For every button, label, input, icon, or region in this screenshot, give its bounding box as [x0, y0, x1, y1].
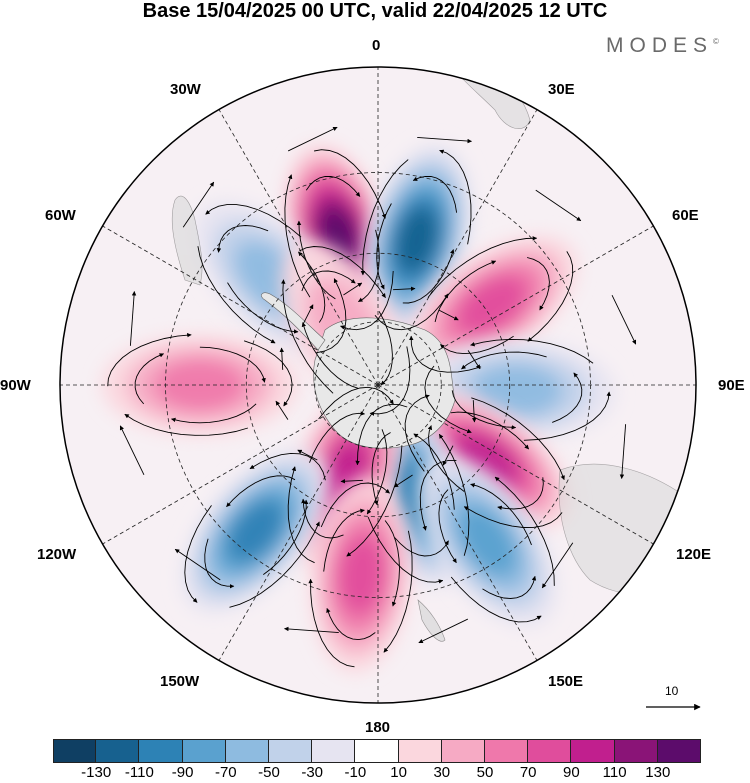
map-title: Base 15/04/2025 00 UTC, valid 22/04/2025… — [142, 0, 608, 22]
brand-name: MODES — [606, 34, 714, 57]
colorbar-tick-label: 90 — [563, 764, 580, 781]
colorbar-swatch — [398, 739, 442, 763]
antarctica — [313, 317, 456, 449]
colorbar-tick-label: 130 — [645, 764, 671, 781]
reference-vector-label: 10 — [665, 684, 679, 698]
south-america-tip — [171, 195, 203, 286]
colorbar-tick-label: 70 — [519, 764, 537, 781]
colorbar-frame — [53, 739, 701, 763]
label-lon-150w: 150W — [160, 673, 200, 690]
label-lon-0: 0 — [372, 37, 381, 54]
colorbar-swatch — [657, 739, 701, 763]
negative-anomaly-12 — [417, 455, 557, 627]
label-lon-90w: 90W — [0, 377, 31, 394]
brand-logo: MODES© — [606, 34, 719, 58]
label-lon-30w: 30W — [170, 81, 201, 98]
colorbar-tick-label: -110 — [124, 764, 154, 781]
colorbar-swatch — [441, 739, 485, 763]
label-lon-30e: 30E — [548, 81, 575, 98]
colorbar-swatch — [528, 739, 572, 763]
colorbar-swatch — [614, 739, 658, 763]
wind-streamlines — [107, 126, 637, 668]
colorbar-swatch — [571, 739, 615, 763]
colorbar-tick-label: -10 — [344, 764, 367, 781]
label-lon-180: 180 — [365, 719, 391, 736]
colorbar-swatch — [269, 739, 313, 763]
label-lon-60e: 60E — [672, 207, 699, 224]
colorbar-swatch — [312, 739, 356, 763]
negative-anomaly-1 — [362, 144, 472, 336]
label-lon-120w: 120W — [37, 546, 77, 563]
colorbar-swatch — [139, 739, 183, 763]
colorbar-tick-label: -30 — [301, 764, 324, 781]
map-border — [59, 66, 697, 704]
label-lon-60w: 60W — [45, 207, 76, 224]
colorbar-tick-label: -70 — [214, 764, 237, 781]
colorbar-swatch — [182, 739, 226, 763]
positive-anomaly-2 — [406, 235, 578, 375]
colorbar-swatch — [355, 739, 399, 763]
colorbar-tick-label: 110 — [602, 764, 627, 781]
label-lon-150e: 150E — [548, 673, 584, 690]
colorbar-tick-label: 10 — [390, 764, 407, 781]
colorbar-swatch — [53, 739, 97, 763]
colorbar-swatch — [225, 739, 269, 763]
colorbar-tick-label: -50 — [258, 764, 280, 781]
new-zealand — [417, 599, 446, 642]
colorbar-swatch — [96, 739, 140, 763]
colorbar-swatch — [485, 739, 529, 763]
colorbar-tick-label: -90 — [171, 764, 194, 781]
colorbar-tick-label: 50 — [476, 764, 494, 781]
colorbar-tick-label: 30 — [433, 764, 451, 781]
colorbar-tick-label: -130 — [81, 764, 112, 781]
label-lon-120e: 120E — [676, 546, 712, 563]
brand-mark: © — [713, 37, 719, 46]
negative-anomaly-11 — [181, 449, 330, 613]
label-lon-90e: 90E — [718, 377, 745, 394]
